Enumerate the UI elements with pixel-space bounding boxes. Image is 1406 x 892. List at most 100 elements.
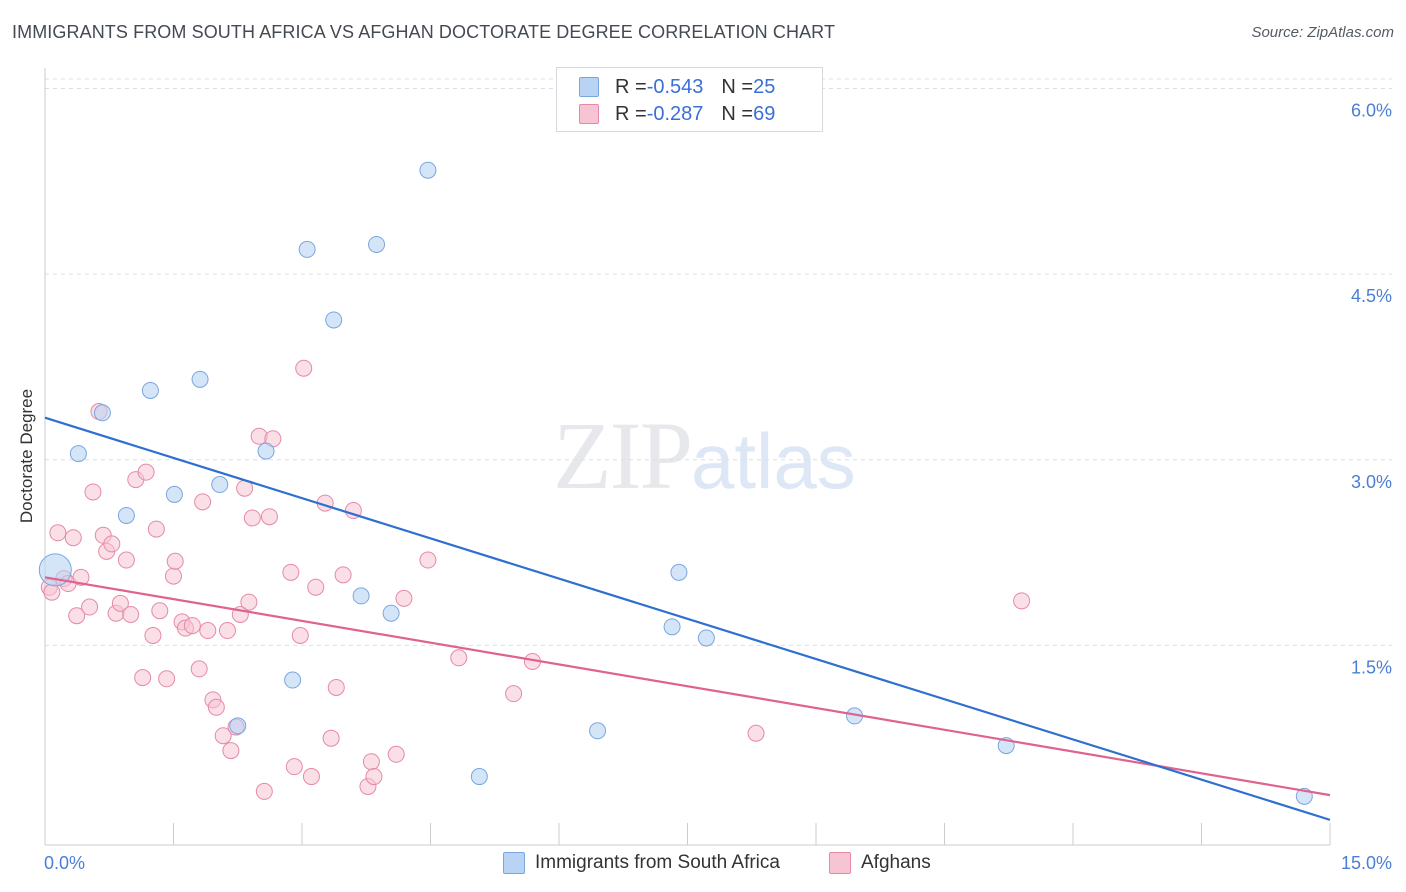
afghans-point[interactable] bbox=[1013, 592, 1031, 610]
y-tick-label: 1.5% bbox=[1351, 657, 1392, 677]
south-africa-point[interactable] bbox=[670, 563, 688, 581]
afghans-point[interactable] bbox=[103, 535, 121, 553]
south-africa-point[interactable] bbox=[257, 442, 275, 460]
chart-title: IMMIGRANTS FROM SOUTH AFRICA VS AFGHAN D… bbox=[12, 22, 836, 42]
source-credit: Source: ZipAtlas.com bbox=[1251, 24, 1394, 41]
x-tick-label: 15.0% bbox=[1341, 853, 1392, 873]
watermark-zip: ZIP bbox=[553, 402, 693, 509]
tick-labels: 1.5% 3.0% 4.5% 6.0% 0.0% 15.0% bbox=[44, 101, 1392, 873]
y-tick-label: 4.5% bbox=[1351, 286, 1392, 306]
afghans-point[interactable] bbox=[282, 563, 300, 581]
afghans-point[interactable] bbox=[222, 742, 240, 760]
afghans-point[interactable] bbox=[322, 729, 340, 747]
afghans-point[interactable] bbox=[147, 520, 165, 538]
south-africa-point[interactable] bbox=[368, 235, 386, 253]
afghans-point[interactable] bbox=[747, 724, 765, 742]
afghans-point[interactable] bbox=[218, 622, 236, 640]
afghans-point[interactable] bbox=[144, 626, 162, 644]
afghans-point[interactable] bbox=[134, 669, 152, 687]
series-swatch-blue bbox=[503, 852, 525, 874]
afghans-point[interactable] bbox=[295, 359, 313, 377]
afghans-point[interactable] bbox=[214, 727, 232, 745]
south-africa-point[interactable] bbox=[284, 671, 302, 689]
legend-swatch-pink bbox=[579, 104, 599, 124]
afghans-point[interactable] bbox=[68, 607, 86, 625]
south-africa-point[interactable] bbox=[93, 404, 111, 422]
afghans-point[interactable] bbox=[240, 593, 258, 611]
afghans-point[interactable] bbox=[64, 529, 82, 547]
afghans-point[interactable] bbox=[302, 768, 320, 786]
afghans-point[interactable] bbox=[111, 594, 129, 612]
legend-n-label: N = bbox=[721, 75, 754, 98]
legend-n-value: 25 bbox=[753, 75, 776, 98]
afghans-point[interactable] bbox=[158, 670, 176, 688]
afghans-point[interactable] bbox=[334, 566, 352, 584]
afghans-point[interactable] bbox=[49, 524, 67, 542]
afghans-point[interactable] bbox=[255, 782, 273, 800]
south-africa-point[interactable] bbox=[419, 161, 437, 179]
south-africa-point[interactable] bbox=[663, 618, 681, 636]
x-tick-label: 0.0% bbox=[44, 853, 85, 873]
afghans-point[interactable] bbox=[137, 463, 155, 481]
afghans-point[interactable] bbox=[307, 578, 325, 596]
south-africa-trend-line bbox=[44, 416, 1331, 821]
afghans-point[interactable] bbox=[365, 768, 383, 786]
afghans-point[interactable] bbox=[291, 626, 309, 644]
afghans-point[interactable] bbox=[419, 551, 437, 569]
series-swatch-pink bbox=[829, 852, 851, 874]
south-africa-point[interactable] bbox=[352, 587, 370, 605]
afghans-point[interactable] bbox=[84, 483, 102, 501]
south-africa-point[interactable] bbox=[211, 476, 229, 494]
afghans-point[interactable] bbox=[243, 509, 261, 527]
south-africa-points bbox=[38, 161, 1313, 805]
afghans-point[interactable] bbox=[72, 568, 90, 586]
afghans-point[interactable] bbox=[450, 649, 468, 667]
trend-lines bbox=[44, 416, 1331, 821]
legend-swatch-blue bbox=[579, 77, 599, 97]
afghans-point[interactable] bbox=[166, 552, 184, 570]
afghans-point[interactable] bbox=[151, 602, 169, 620]
afghans-point[interactable] bbox=[199, 622, 217, 640]
afghans-point[interactable] bbox=[165, 567, 182, 585]
afghans-point[interactable] bbox=[183, 617, 201, 635]
south-africa-point[interactable] bbox=[229, 717, 247, 735]
south-africa-point[interactable] bbox=[117, 506, 135, 524]
afghans-point[interactable] bbox=[194, 493, 212, 511]
series-legend-item-afghans[interactable]: Afghans bbox=[829, 852, 931, 874]
south-africa-point[interactable] bbox=[69, 445, 87, 463]
watermark: ZIPatlas bbox=[553, 400, 856, 511]
south-africa-point[interactable] bbox=[165, 485, 183, 503]
afghans-point[interactable] bbox=[117, 551, 135, 569]
series-legend-item-south-africa[interactable]: Immigrants from South Africa bbox=[503, 852, 780, 874]
afghans-point[interactable] bbox=[207, 698, 225, 716]
south-africa-point[interactable] bbox=[697, 629, 715, 647]
legend-r-label: R = bbox=[615, 102, 647, 125]
afghans-point[interactable] bbox=[505, 685, 523, 703]
afghans-point[interactable] bbox=[362, 753, 380, 771]
afghans-point[interactable] bbox=[327, 678, 345, 696]
legend-r-value: -0.543 bbox=[646, 75, 704, 98]
south-africa-point[interactable] bbox=[141, 381, 159, 399]
series-legend-label: Immigrants from South Africa bbox=[535, 852, 780, 873]
south-africa-point[interactable] bbox=[470, 768, 488, 786]
south-africa-point[interactable] bbox=[191, 370, 209, 388]
legend-n-label: N = bbox=[721, 102, 754, 125]
afghans-point[interactable] bbox=[122, 605, 140, 623]
afghans-point[interactable] bbox=[43, 583, 61, 601]
afghans-point[interactable] bbox=[260, 508, 278, 526]
afghans-points bbox=[40, 359, 1031, 800]
south-africa-point[interactable] bbox=[298, 240, 316, 258]
south-africa-point[interactable] bbox=[325, 311, 343, 329]
series-legend: Immigrants from South Africa Afghans bbox=[0, 852, 1406, 878]
afghans-point[interactable] bbox=[387, 745, 405, 763]
south-africa-point[interactable] bbox=[589, 722, 607, 740]
south-africa-point[interactable] bbox=[382, 604, 400, 622]
afghans-point[interactable] bbox=[81, 598, 99, 616]
axes bbox=[44, 68, 1331, 846]
legend-n-value: 69 bbox=[753, 102, 776, 125]
afghans-point[interactable] bbox=[395, 589, 413, 607]
legend-row-afghans: R = -0.287 N = 69 bbox=[579, 101, 775, 127]
afghans-point[interactable] bbox=[285, 758, 303, 776]
afghans-point[interactable] bbox=[190, 660, 208, 678]
